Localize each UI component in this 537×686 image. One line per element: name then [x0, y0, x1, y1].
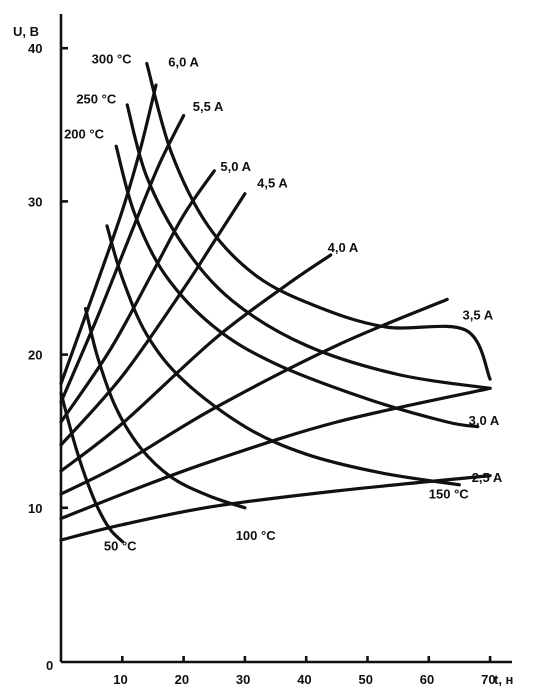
y-tick-label: 20: [28, 348, 42, 363]
temperature-curve: [83, 307, 247, 510]
series-label: 2,5 A: [472, 470, 503, 485]
y-tick-label: 10: [28, 501, 42, 516]
current-curve: [59, 474, 492, 542]
x-tick-label: 60: [420, 672, 434, 686]
series-label: 250 °C: [76, 91, 117, 106]
series-label: 3,0 A: [469, 413, 500, 428]
current-curve: [59, 386, 492, 521]
series-label: 6,0 A: [168, 55, 199, 70]
temperature-curve: [125, 103, 492, 390]
x-axis-label: t, н: [494, 672, 513, 686]
y-tick-label: 30: [28, 194, 42, 209]
current-curve: [59, 83, 158, 386]
x-tick-label: 40: [297, 672, 311, 686]
x-tick-label: 30: [236, 672, 250, 686]
current-curves: [59, 83, 492, 542]
x-tick-label: 70: [481, 672, 495, 686]
current-curve: [59, 253, 333, 473]
series-label: 150 °C: [429, 487, 470, 502]
current-curve: [59, 192, 247, 447]
series-label: 300 °C: [92, 52, 133, 67]
y-axis-label: U, В: [13, 24, 39, 39]
x-tick-label: 10: [113, 672, 127, 686]
current-curve: [59, 114, 186, 404]
current-curve: [59, 169, 216, 424]
origin-label: 0: [46, 658, 53, 673]
series-label: 3,5 A: [463, 307, 494, 322]
x-tick-label: 20: [175, 672, 189, 686]
curve-labels: 50 °C 100 °C 150 °C 200 °C 250 °C 300 °C 2,5 A…: [64, 52, 503, 554]
y-tick-label: 40: [28, 41, 42, 56]
series-label: 5,0 A: [220, 159, 251, 174]
temperature-curve: [105, 224, 461, 487]
series-label: 200 °C: [64, 127, 105, 142]
series-label: 50 °C: [104, 539, 137, 554]
tick-group: 10 20 30 40 50 60 70 10 20 30 40: [28, 41, 496, 686]
temperature-curves: [59, 61, 492, 544]
series-label: 100 °C: [236, 528, 277, 543]
x-tick-label: 50: [359, 672, 373, 686]
series-label: 4,5 A: [257, 176, 288, 191]
series-label: 5,5 A: [193, 99, 224, 114]
series-label: 4,0 A: [328, 240, 359, 255]
current-curve: [59, 297, 449, 496]
temperature-curve: [114, 144, 480, 429]
axes: U, В t, н 0: [13, 14, 513, 686]
